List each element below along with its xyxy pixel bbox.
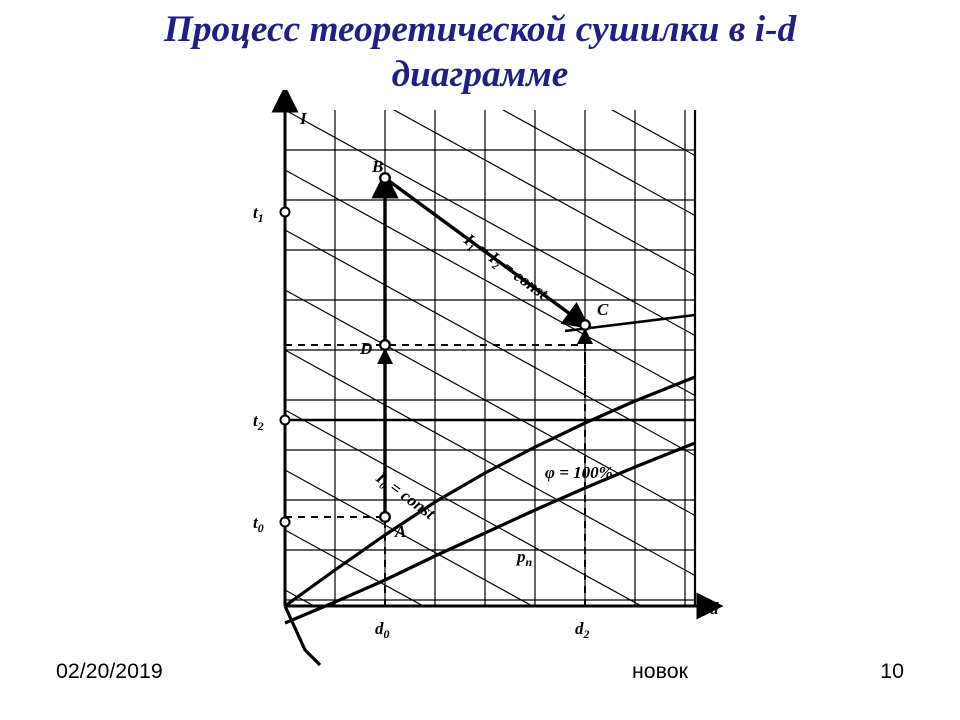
label-t2: t2 <box>253 411 264 433</box>
label-point-C: C <box>597 300 609 319</box>
footer-fragment: новок <box>632 659 688 684</box>
label-d0: d0 <box>375 619 390 641</box>
slide-title: Процесс теоретической сушилки в i-d диаг… <box>0 8 960 98</box>
point-C <box>580 320 590 330</box>
label-t1: t1 <box>253 203 264 225</box>
footer-page-number: 10 <box>880 659 904 684</box>
footer-date: 02/20/2019 <box>56 659 163 684</box>
label-phi-100: φ = 100% <box>545 463 613 482</box>
label-d2: d2 <box>575 619 590 641</box>
extra-lines <box>285 315 695 420</box>
y-axis-label: I <box>299 109 308 128</box>
title-line-1: Процесс теоретической сушилки в i-d <box>0 8 960 53</box>
label-point-D: D <box>359 339 372 358</box>
label-point-A: A <box>394 522 406 541</box>
point-A <box>380 512 390 522</box>
enthalpy-grid <box>285 90 695 670</box>
x-axis-label: d <box>710 599 719 618</box>
label-i1-i2-const: I₁ = I₂ = const <box>460 229 553 303</box>
tick-t0 <box>281 518 290 527</box>
tick-t2 <box>281 416 290 425</box>
tick-t1 <box>281 208 290 217</box>
diagram-labels: IdABCDt1t2t0d0d2I₁ = I₂ = constI₀ = cons… <box>253 109 719 641</box>
label-t0: t0 <box>253 513 264 535</box>
point-D <box>380 340 390 350</box>
phi-100-curve <box>285 377 695 606</box>
label-point-B: B <box>371 157 383 176</box>
id-diagram: IdABCDt1t2t0d0d2I₁ = I₂ = constI₀ = cons… <box>195 90 735 660</box>
slide: Процесс теоретической сушилки в i-d диаг… <box>0 0 960 720</box>
slide-footer: 02/20/2019 новок 10 <box>0 660 960 684</box>
id-diagram-svg: IdABCDt1t2t0d0d2I₁ = I₂ = constI₀ = cons… <box>195 90 735 670</box>
